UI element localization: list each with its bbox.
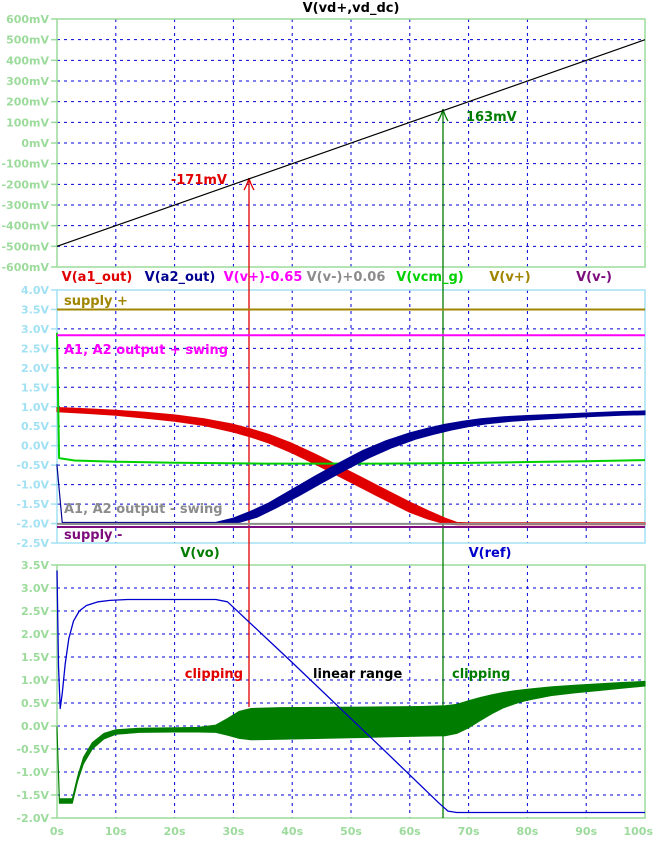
- y-tick-label: 1.5V: [21, 381, 49, 394]
- legend-item-vv[interactable]: V(v-): [576, 270, 612, 285]
- x-tick-label: 100s: [623, 825, 653, 838]
- x-tick-label: 20s: [164, 825, 186, 838]
- y-tick-label: 2.5V: [21, 342, 49, 355]
- annotation-supply: supply -: [64, 528, 122, 543]
- y-tick-label: 100mV: [6, 116, 49, 129]
- pane-border: [56, 18, 646, 268]
- pane-border: [56, 289, 646, 544]
- legend-item-vref[interactable]: V(ref): [468, 546, 512, 561]
- y-tick-label: 2.0V: [21, 362, 49, 375]
- y-tick-label: -0.5V: [16, 743, 49, 756]
- legend-item-vv[interactable]: V(v+): [489, 270, 531, 285]
- y-tick-label: -1.5V: [16, 498, 49, 511]
- y-tick-label: 4.0V: [21, 284, 49, 297]
- legend-item-vv006[interactable]: V(v-)+0.06: [306, 270, 386, 285]
- y-tick-label: 0.0V: [21, 720, 49, 733]
- y-tick-label: 600mV: [6, 13, 49, 26]
- x-tick-label: 0s: [50, 825, 65, 838]
- annotation-supply: supply +: [64, 294, 128, 309]
- pane-border: [56, 564, 646, 819]
- x-tick-label: 90s: [575, 825, 597, 838]
- y-tick-label: -2.0V: [16, 812, 49, 825]
- legend-item-vvcm_g[interactable]: V(vcm_g): [396, 270, 464, 285]
- y-tick-label: -1.5V: [16, 789, 49, 802]
- legend-item-va1_out[interactable]: V(a1_out): [61, 270, 133, 285]
- y-tick-label: 300mV: [6, 75, 49, 88]
- y-tick-label: 200mV: [6, 96, 49, 109]
- x-tick-label: 10s: [105, 825, 127, 838]
- y-tick-label: 2.0V: [21, 628, 49, 641]
- y-tick-label: 2.5V: [21, 605, 49, 618]
- annotation-clipping: clipping: [452, 667, 510, 682]
- y-tick-label: 400mV: [6, 54, 49, 67]
- y-tick-label: -500mV: [1, 240, 49, 253]
- y-tick-label: -400mV: [1, 220, 49, 233]
- y-tick-label: 3.5V: [21, 303, 49, 316]
- annotation-clipping: clipping: [185, 667, 243, 682]
- annotation-171mv: -171mV: [171, 173, 227, 188]
- y-tick-label: 0mV: [21, 137, 49, 150]
- y-tick-label: 1.0V: [21, 401, 49, 414]
- x-tick-label: 40s: [281, 825, 303, 838]
- y-tick-label: -300mV: [1, 199, 49, 212]
- annotation-linear-range: linear range: [313, 667, 402, 682]
- y-tick-label: 3.0V: [21, 582, 49, 595]
- annotation-a1-a2-output-swing: A1, A2 output + swing: [64, 343, 228, 358]
- y-tick-label: 3.5V: [21, 559, 49, 572]
- legend-item-vv065[interactable]: V(v+)-0.65: [223, 270, 303, 285]
- y-tick-label: 1.0V: [21, 674, 49, 687]
- x-tick-label: 80s: [516, 825, 538, 838]
- y-tick-label: -1.0V: [16, 479, 49, 492]
- y-tick-label: -1.0V: [16, 766, 49, 779]
- y-tick-label: 0.5V: [21, 420, 49, 433]
- legend-item-vvo[interactable]: V(vo): [180, 546, 220, 561]
- trace-v-vcm_g: [56, 332, 646, 465]
- legend-row-1: V(a1_out) V(a2_out) V(v+)-0.65 V(v-)+0.06 V(…: [0, 270, 654, 288]
- x-tick-label: 30s: [222, 825, 244, 838]
- y-tick-label: 500mV: [6, 34, 49, 47]
- y-tick-label: -600mV: [1, 261, 49, 274]
- trace-v-ref: [56, 570, 645, 814]
- trace-v-a2_out: [56, 410, 646, 525]
- annotation-163mv: 163mV: [466, 110, 517, 125]
- x-tick-label: 50s: [340, 825, 362, 838]
- y-tick-label: -100mV: [1, 158, 49, 171]
- y-tick-label: -0.5V: [16, 459, 49, 472]
- plot-title: V(vd+,vd_dc): [302, 1, 400, 16]
- y-tick-label: 0.0V: [21, 440, 49, 453]
- legend-row-2: V(vo) V(ref): [0, 546, 654, 564]
- x-tick-label: 60s: [399, 825, 421, 838]
- trace-v-vo: [56, 680, 646, 804]
- y-tick-label: 1.5V: [21, 651, 49, 664]
- trace-v-vd-vd_dc: [56, 39, 646, 247]
- legend-item-va2_out[interactable]: V(a2_out): [144, 270, 216, 285]
- y-tick-label: -2.0V: [16, 518, 49, 531]
- y-tick-label: -200mV: [1, 178, 49, 191]
- x-tick-label: 70s: [458, 825, 480, 838]
- annotation-a1-a2-output-swing: A1, A2 output - swing: [64, 502, 223, 517]
- y-tick-label: -2.5V: [16, 537, 49, 550]
- y-tick-label: 3.0V: [21, 323, 49, 336]
- y-tick-label: 0.5V: [21, 697, 49, 710]
